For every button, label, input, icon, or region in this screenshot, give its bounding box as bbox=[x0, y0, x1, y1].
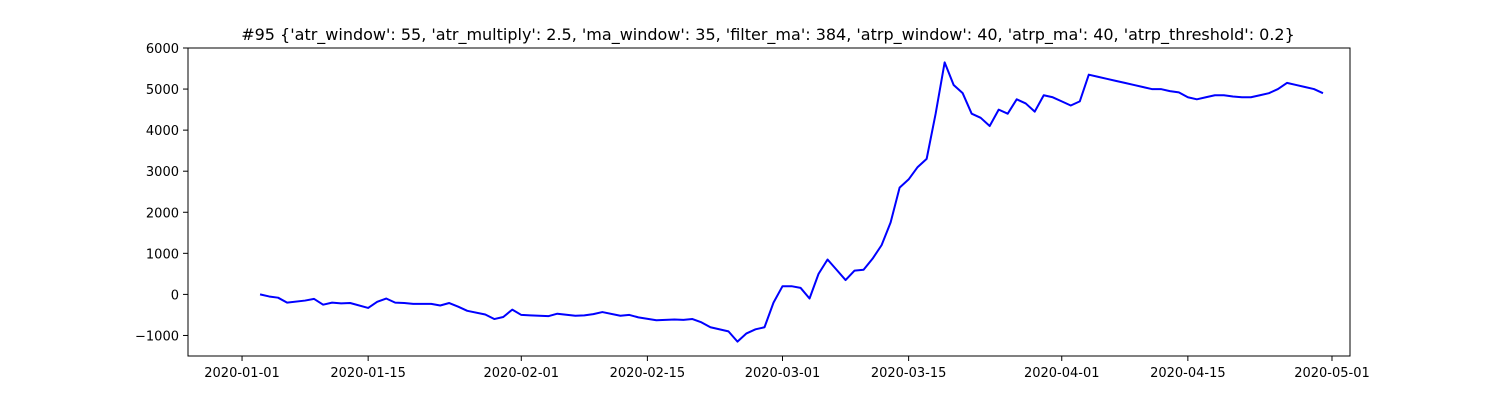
y-tick-label: 5000 bbox=[146, 83, 179, 98]
x-tick-label: 2020-01-15 bbox=[330, 366, 406, 381]
x-tick-label: 2020-04-01 bbox=[1024, 366, 1100, 381]
y-tick-label: 0 bbox=[171, 288, 179, 303]
chart-title: #95 {'atr_window': 55, 'atr_multiply': 2… bbox=[241, 25, 1295, 45]
y-tick-label: 4000 bbox=[146, 124, 179, 139]
plot-frame bbox=[187, 47, 1351, 357]
equity-series-line bbox=[259, 61, 1324, 343]
x-axis: 2020-01-01 2020-01-15 2020-02-01 2020-02-15… bbox=[204, 356, 1370, 381]
y-tick-label: 6000 bbox=[146, 42, 179, 57]
y-tick-label: 1000 bbox=[146, 247, 179, 262]
y-axis: −1000 0 1000 2000 3000 4000 5000 6000 bbox=[135, 42, 188, 344]
plot-area bbox=[187, 47, 1351, 357]
y-tick-label: −1000 bbox=[135, 329, 179, 344]
x-tick-label: 2020-04-15 bbox=[1150, 366, 1226, 381]
y-tick-label: 2000 bbox=[146, 206, 179, 221]
x-tick-label: 2020-02-01 bbox=[484, 366, 560, 381]
x-tick-label: 2020-01-01 bbox=[204, 366, 280, 381]
x-tick-label: 2020-05-01 bbox=[1294, 366, 1370, 381]
y-tick-label: 3000 bbox=[146, 165, 179, 180]
x-tick-label: 2020-02-15 bbox=[610, 366, 686, 381]
x-tick-label: 2020-03-01 bbox=[745, 366, 821, 381]
x-tick-label: 2020-03-15 bbox=[871, 366, 947, 381]
